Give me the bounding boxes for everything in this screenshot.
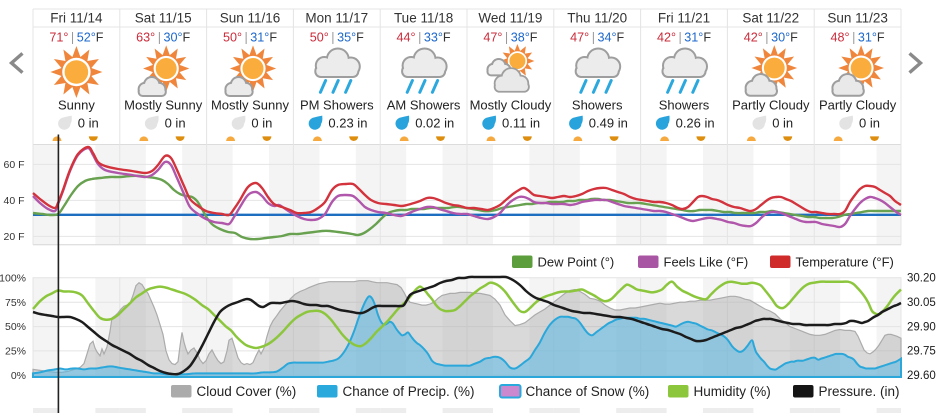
svg-text:0 in: 0 in: [251, 116, 272, 131]
svg-text:Humidity (%): Humidity (%): [694, 384, 771, 399]
svg-text:Partly Cloudy: Partly Cloudy: [819, 98, 897, 113]
svg-text:47°|38°F: 47° | 38°F: [483, 31, 537, 45]
svg-text:Sun 11/16: Sun 11/16: [220, 11, 281, 26]
svg-text:Showers: Showers: [572, 98, 623, 113]
svg-text:50°|31°F: 50° | 31°F: [223, 31, 277, 45]
svg-text:29.75: 29.75: [907, 346, 936, 358]
svg-text:40 F: 40 F: [3, 195, 24, 207]
svg-text:Pressure. (in): Pressure. (in): [819, 384, 900, 399]
svg-text:Fri 11/14: Fri 11/14: [50, 11, 103, 26]
svg-text:60 F: 60 F: [3, 159, 24, 171]
svg-text:Partly Cloudy: Partly Cloudy: [732, 98, 810, 113]
svg-text:AM Showers: AM Showers: [387, 98, 461, 113]
svg-text:42°|30°F: 42° | 30°F: [744, 31, 798, 45]
svg-text:Mon 11/17: Mon 11/17: [305, 11, 368, 26]
svg-text:Mostly Cloudy: Mostly Cloudy: [470, 98, 552, 113]
svg-text:Fri 11/21: Fri 11/21: [658, 11, 710, 26]
svg-text:29.60: 29.60: [907, 370, 936, 382]
svg-text:PM Showers: PM Showers: [300, 98, 374, 113]
svg-text:71°|52°F: 71° | 52°F: [49, 31, 103, 45]
svg-text:44°|33°F: 44° | 33°F: [397, 31, 451, 45]
svg-text:30.05: 30.05: [907, 297, 936, 309]
svg-text:30.20: 30.20: [907, 273, 936, 285]
svg-text:42°|31°F: 42° | 31°F: [657, 31, 711, 45]
svg-text:Temperature (°F): Temperature (°F): [796, 255, 894, 270]
svg-text:Tue 11/18: Tue 11/18: [394, 11, 453, 26]
svg-text:0 in: 0 in: [78, 116, 99, 131]
svg-text:Sunny: Sunny: [58, 98, 95, 113]
svg-text:0 in: 0 in: [165, 116, 186, 131]
svg-text:50%: 50%: [5, 321, 26, 333]
svg-text:Wed 11/19: Wed 11/19: [478, 11, 542, 26]
svg-text:100%: 100%: [0, 272, 26, 284]
svg-text:Chance of Snow (%): Chance of Snow (%): [526, 384, 650, 399]
svg-text:0.49 in: 0.49 in: [589, 116, 628, 131]
svg-text:Cloud Cover (%): Cloud Cover (%): [197, 384, 297, 399]
svg-text:0 in: 0 in: [859, 116, 880, 131]
svg-text:29.90: 29.90: [907, 321, 936, 333]
svg-text:Thu 11/20: Thu 11/20: [567, 11, 627, 26]
svg-text:48°|31°F: 48° | 31°F: [831, 31, 885, 45]
svg-text:47°|34°F: 47° | 34°F: [570, 31, 624, 45]
svg-text:Dew Point (°): Dew Point (°): [538, 255, 615, 270]
svg-text:63°|30°F: 63° | 30°F: [136, 31, 190, 45]
svg-text:20 F: 20 F: [3, 231, 24, 243]
svg-text:Mostly Sunny: Mostly Sunny: [211, 98, 290, 113]
svg-text:Mostly Sunny: Mostly Sunny: [124, 98, 203, 113]
svg-text:75%: 75%: [5, 297, 26, 309]
svg-text:Feels Like (°F): Feels Like (°F): [664, 255, 749, 270]
svg-text:25%: 25%: [5, 346, 26, 358]
svg-text:0 in: 0 in: [772, 116, 793, 131]
svg-text:Sat 11/15: Sat 11/15: [135, 11, 192, 26]
svg-text:Showers: Showers: [659, 98, 710, 113]
svg-text:Sun 11/23: Sun 11/23: [827, 11, 888, 26]
svg-text:Sat 11/22: Sat 11/22: [742, 11, 799, 26]
svg-text:0.02 in: 0.02 in: [415, 116, 454, 131]
svg-text:0.26 in: 0.26 in: [676, 116, 715, 131]
svg-text:0.23 in: 0.23 in: [328, 116, 367, 131]
svg-text:Chance of Precip. (%): Chance of Precip. (%): [343, 384, 475, 399]
svg-text:50°|35°F: 50° | 35°F: [310, 31, 364, 45]
svg-text:0.11 in: 0.11 in: [502, 116, 540, 131]
svg-text:0%: 0%: [11, 370, 26, 382]
